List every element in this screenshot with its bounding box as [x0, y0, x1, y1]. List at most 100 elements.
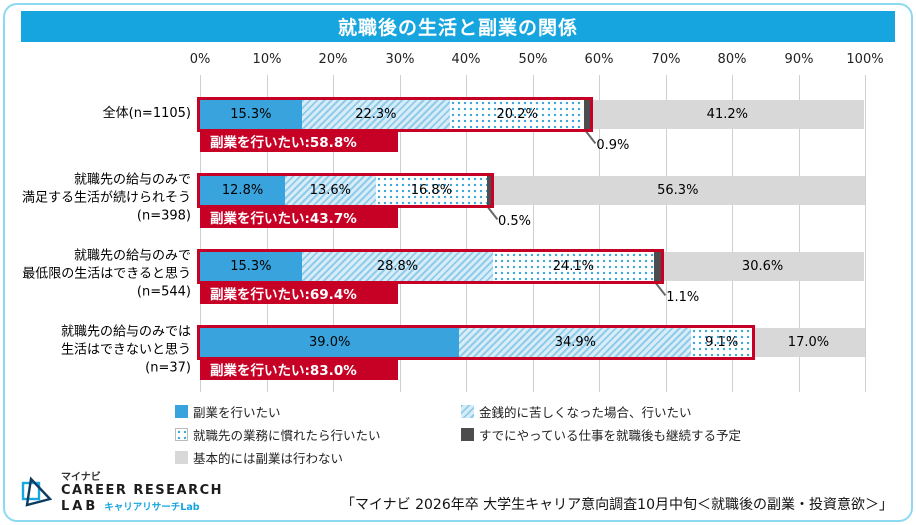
callout-leader-line: [586, 131, 597, 144]
category-label: 就職先の給与のみでは 生活はできないと思う (n=37): [60, 324, 191, 377]
axis-tick-label: 60%: [584, 52, 614, 67]
legend-label: すでにやっている仕事を就職後も継続する予定: [478, 428, 741, 443]
bar-segment: 17.0%: [751, 328, 865, 357]
legend-item: 就職先の業務に慣れたら行いたい: [174, 425, 447, 444]
gridline: [732, 75, 733, 392]
bar-segment: 15.3%: [200, 252, 302, 281]
callout-leader-line: [487, 207, 499, 220]
segment-value-label: 15.3%: [230, 107, 272, 122]
footer: マイナビ CAREER RESEARCH LAB キャリアリサーチLab 「マイ…: [17, 472, 893, 514]
legend-item: すでにやっている仕事を就職後も継続する予定: [460, 425, 741, 444]
segment-value-label: 28.8%: [376, 259, 419, 274]
bar-segment: 39.0%: [200, 328, 460, 357]
callout-value-label: 1.1%: [666, 290, 700, 305]
want-sidejob-total-label: 副業を行いたい:43.7%: [200, 205, 398, 228]
callout-value-label: 0.9%: [596, 138, 630, 153]
callout-value-label: 0.5%: [497, 214, 531, 229]
segment-value-label: 22.3%: [355, 107, 397, 122]
gridline: [267, 75, 268, 392]
want-sidejob-total-label: 副業を行いたい:83.0%: [200, 357, 398, 380]
legend-label: 副業を行いたい: [192, 405, 281, 420]
gridline: [400, 75, 401, 392]
legend-label: 基本的には副業は行わない: [192, 451, 343, 466]
gridline: [466, 75, 467, 392]
legend-swatch: [460, 428, 474, 441]
gridline: [533, 75, 534, 392]
bar-segment: 12.8%: [200, 176, 286, 205]
bar-segment: [487, 176, 491, 205]
mynavi-logo-icon: [21, 476, 53, 507]
gridline: [333, 75, 334, 392]
segment-value-label: 17.0%: [787, 335, 830, 350]
legend-swatch: [174, 451, 188, 464]
bar-segment: 30.6%: [660, 252, 865, 281]
bar-segment: 22.3%: [301, 100, 451, 129]
bar-segment: [584, 100, 591, 129]
axis-tick-label: 90%: [784, 52, 814, 67]
bar-segment: 56.3%: [490, 176, 865, 205]
legend-label: 金銭的に苦しくなった場合、行いたい: [478, 405, 692, 420]
segment-value-label: 39.0%: [309, 335, 351, 350]
bar-segment: 24.1%: [493, 252, 654, 281]
category-label: 全体(n=1105): [102, 105, 191, 121]
logo-lab: LAB: [61, 498, 99, 514]
axis-tick-label: 10%: [252, 52, 282, 67]
bar-segment: [653, 252, 661, 281]
segment-value-label: 15.3%: [230, 259, 272, 274]
logo-line1: CAREER RESEARCH: [61, 483, 224, 499]
source-note: 「マイナビ 2026年卒 大学生キャリア意向調査10月中旬＜就職後の副業・投資意…: [340, 497, 893, 513]
axis-tick-label: 0%: [189, 52, 211, 67]
chart-frame: 就職後の生活と副業の関係 0% 10% 20% 30% 40% 50% 60% 70% 80% 9…: [3, 3, 913, 522]
category-label: 就職先の給与のみで 最低限の生活はできると思う (n=544): [22, 248, 191, 301]
segment-value-label: 24.1%: [552, 259, 595, 274]
axis-tick-label: 70%: [651, 52, 681, 67]
segment-value-label: 56.3%: [657, 183, 699, 198]
legend-swatch: [460, 405, 474, 418]
segment-value-label: 12.8%: [221, 183, 264, 198]
logo-text: マイナビ CAREER RESEARCH LAB キャリアリサーチLab: [61, 472, 223, 514]
legend-grid: 副業を行いたい 金銭的に苦しくなった場合、行いたい就職先の業務に慣れたら行いたい す…: [174, 402, 741, 467]
want-sidejob-total-label: 副業を行いたい:69.4%: [200, 281, 398, 304]
segment-value-label: 9.1%: [705, 335, 739, 350]
legend-label: 就職先の業務に慣れたら行いたい: [192, 428, 381, 443]
category-label: 就職先の給与のみで 満足する生活が続けられそう (n=398): [21, 172, 191, 225]
legend-item: 基本的には副業は行わない: [174, 448, 447, 467]
callout-leader-line: [656, 283, 667, 296]
bar-segment: 15.3%: [200, 100, 302, 129]
gridline: [865, 75, 866, 392]
axis-tick-label: 20%: [318, 52, 348, 67]
logo-brand: マイナビ: [61, 471, 101, 483]
gridline: [799, 75, 800, 392]
bar-segment: 16.8%: [375, 176, 488, 205]
segment-value-label: 20.2%: [496, 107, 538, 122]
segment-value-label: 30.6%: [741, 259, 784, 274]
axis-tick-label: 50%: [518, 52, 548, 67]
axis-tick-label: 100%: [846, 52, 884, 67]
legend-swatch: [174, 405, 188, 418]
legend: 副業を行いたい 金銭的に苦しくなった場合、行いたい就職先の業務に慣れたら行いたい す…: [5, 402, 911, 467]
gridline: [599, 75, 600, 392]
bar-segment: 28.8%: [301, 252, 494, 281]
segment-value-label: 16.8%: [410, 183, 453, 198]
bar-segment: 41.2%: [590, 100, 865, 129]
logo-row: LAB キャリアリサーチLab: [61, 499, 223, 514]
segment-value-label: 34.9%: [554, 335, 597, 350]
segment-value-label: 13.6%: [309, 183, 351, 198]
legend-swatch: [174, 428, 188, 441]
legend-item: 副業を行いたい: [174, 402, 447, 421]
legend-item: 金銭的に苦しくなった場合、行いたい: [460, 402, 741, 421]
bar-segment: 13.6%: [285, 176, 376, 205]
segment-value-label: 41.2%: [706, 107, 748, 122]
gridline: [200, 75, 201, 392]
logo-subtitle: キャリアリサーチLab: [104, 501, 200, 513]
plot-area: 0% 10% 20% 30% 40% 50% 60% 70% 80% 90% 100% 全体(n=11…: [22, 52, 884, 392]
bar-segment: 34.9%: [459, 328, 692, 357]
mynavi-logo: マイナビ CAREER RESEARCH LAB キャリアリサーチLab: [17, 472, 223, 514]
axis-tick-label: 40%: [451, 52, 481, 67]
want-sidejob-total-label: 副業を行いたい:58.8%: [200, 129, 398, 152]
bar-segment: 9.1%: [691, 328, 752, 357]
axis-tick-label: 80%: [717, 52, 747, 67]
chart-title: 就職後の生活と副業の関係: [21, 11, 895, 42]
axis-tick-label: 30%: [385, 52, 415, 67]
gridline: [666, 75, 667, 392]
